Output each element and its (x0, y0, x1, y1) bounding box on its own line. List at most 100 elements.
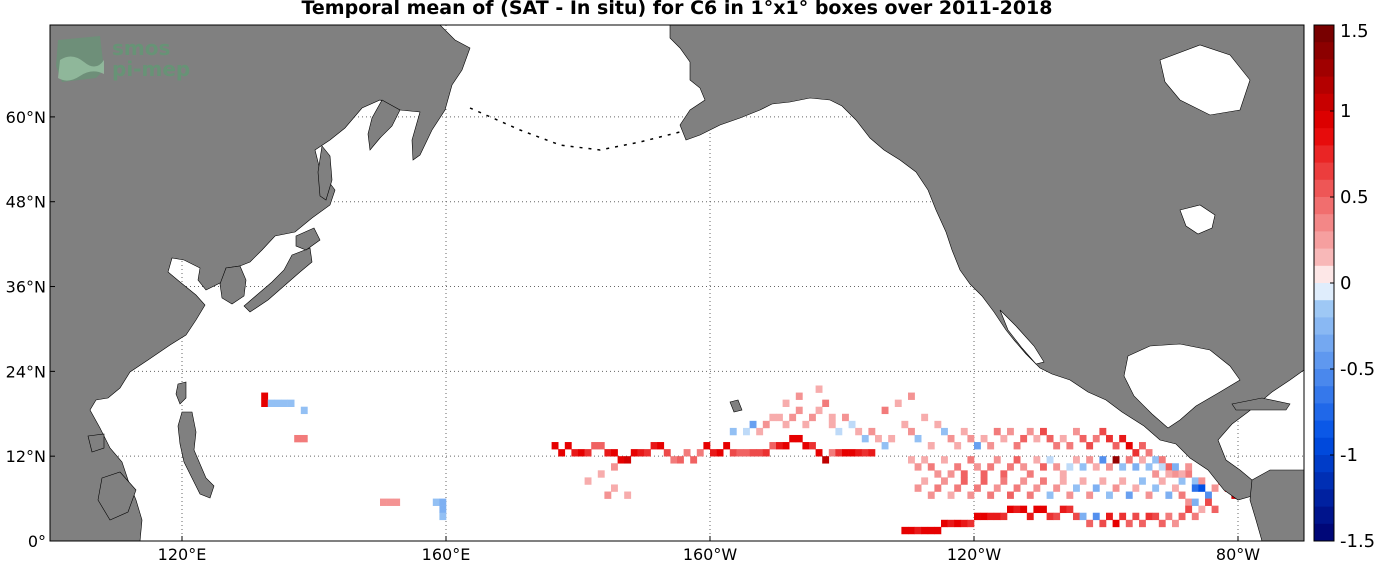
heatmap-cell (1092, 463, 1100, 471)
heatmap-cell (974, 484, 981, 492)
heatmap-cell (1092, 512, 1100, 521)
heatmap-cell (934, 526, 942, 535)
land-borneo (97, 471, 137, 521)
heatmap-cell (743, 427, 750, 436)
heatmap-cell (267, 399, 275, 407)
heatmap-cell (980, 477, 988, 485)
heatmap-cell (987, 442, 995, 450)
longitude-labels: 120°E 160°E 160°W 120°W 80°W (158, 536, 1260, 562)
heatmap-cell (934, 420, 942, 429)
heatmap-cell (1000, 477, 1008, 485)
heatmap-cell (1026, 470, 1034, 478)
heatmap-cell (1205, 491, 1212, 499)
heatmap-cell (300, 434, 308, 443)
heatmap-cell (756, 427, 764, 436)
heatmap-cell (1053, 442, 1061, 450)
heatmap-cell (927, 526, 935, 535)
heatmap-cell (782, 420, 790, 429)
heatmap-cell (967, 491, 975, 499)
heatmap-cell (1086, 519, 1094, 528)
heatmap-cell (281, 399, 288, 407)
land-hokkaido (295, 227, 321, 251)
heatmap-cell (947, 491, 955, 499)
heatmap-cell (1059, 434, 1067, 443)
heatmap-cell (881, 406, 889, 415)
heatmap-cell (881, 442, 889, 450)
heatmap-cell (1158, 477, 1166, 485)
heatmap-cell (1145, 449, 1153, 457)
heatmap-cell (1112, 456, 1120, 464)
heatmap-cell (1125, 456, 1133, 464)
heatmap-cell (795, 434, 803, 443)
heatmap-cell (1185, 470, 1193, 478)
heatmap-cell (729, 449, 737, 457)
heatmap-cell (974, 512, 981, 521)
heatmap-cell (1125, 491, 1133, 499)
heatmap-cell (1086, 491, 1094, 499)
heatmap-cell (1059, 477, 1067, 485)
heatmap-cell (875, 434, 882, 443)
hudson-bay (1159, 44, 1251, 116)
heatmap-cell (1139, 477, 1146, 485)
heatmap-cell (762, 449, 770, 457)
land-hawaii (729, 399, 743, 413)
heatmap-cell (1185, 505, 1193, 514)
heatmap-cell (967, 519, 975, 528)
heatmap-cell (1125, 519, 1133, 528)
heatmap-cell (835, 449, 843, 457)
heatmap-cell (954, 463, 962, 471)
heatmap-cell (835, 427, 843, 436)
heatmap-cell (1205, 498, 1212, 506)
heatmap-cell (611, 484, 618, 492)
heatmap-cell (1198, 505, 1206, 514)
heatmap-cell (1172, 470, 1179, 478)
land-philippines (177, 411, 215, 499)
heatmap-cell (1145, 491, 1153, 499)
heatmap-cell (1112, 484, 1120, 492)
heatmap-cell (716, 449, 724, 457)
heatmap-cell (710, 449, 717, 457)
heatmap-cell (980, 512, 988, 521)
logo-wave-icon-2 (58, 56, 104, 81)
lat-tick-label: 60°N (6, 108, 46, 127)
heatmap-cell (1178, 477, 1186, 485)
colorbar-segment (1314, 162, 1334, 181)
heatmap-cell (1191, 498, 1199, 506)
heatmap-cell (901, 420, 909, 429)
heatmap-cell (855, 449, 863, 457)
heatmap-cell (1211, 505, 1219, 514)
colorbar-tick-label: 1 (1340, 101, 1351, 122)
heatmap-cell (1158, 519, 1166, 528)
heatmap-cell (960, 519, 968, 528)
land-masses (50, 25, 1304, 541)
heatmap-cell (1145, 512, 1153, 521)
heatmap-cell (637, 449, 645, 457)
heatmap-cell (1178, 512, 1186, 521)
heatmap-cell (868, 427, 876, 436)
heatmap-cell (822, 399, 830, 407)
heatmap-cell (1079, 477, 1087, 485)
smos-pi-mep-logo: smos pi-mep (56, 36, 190, 82)
heatmap-cell (380, 498, 387, 506)
heatmap-cell (1178, 470, 1186, 478)
heatmap-cell (1145, 463, 1153, 471)
heatmap-cell (1158, 463, 1166, 471)
heatmap-cell (861, 449, 869, 457)
heatmap-cell (558, 449, 566, 457)
heatmap-cell (822, 456, 830, 464)
colorbar-tick-label: -1.5 (1340, 531, 1375, 552)
heatmap-cell (1086, 456, 1094, 464)
heatmap-cell (974, 463, 981, 471)
heatmap-cell (657, 442, 665, 450)
land-kamchatka (367, 99, 401, 151)
heatmap-cell (1033, 456, 1041, 464)
lon-tick-label: 160°W (683, 545, 738, 562)
colorbar: 1.5 1 0.5 0 -0.5 -1 -1.5 (1313, 21, 1375, 552)
heatmap-cell (439, 512, 447, 521)
heatmap-cell (1086, 442, 1094, 450)
heatmap-cell (1046, 491, 1054, 499)
heatmap-cell (809, 442, 816, 450)
land-south-america (1249, 469, 1304, 541)
colorbar-segment (1314, 472, 1334, 490)
heatmap-cell (1172, 484, 1179, 492)
